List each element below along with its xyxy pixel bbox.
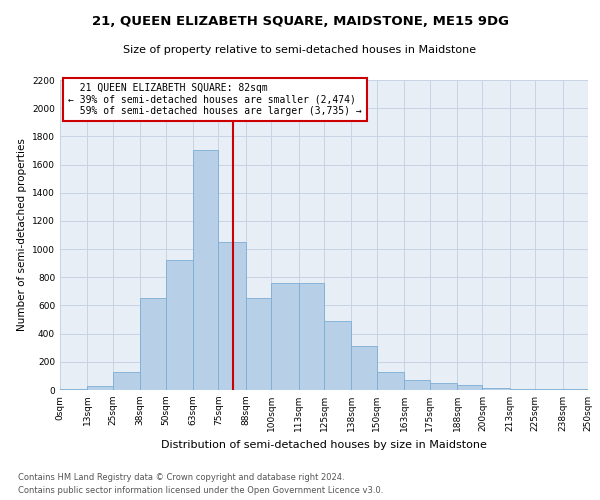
Y-axis label: Number of semi-detached properties: Number of semi-detached properties	[17, 138, 26, 332]
Bar	[430, 383, 457, 390]
Text: Size of property relative to semi-detached houses in Maidstone: Size of property relative to semi-detach…	[124, 45, 476, 55]
Bar	[377, 372, 404, 390]
Bar	[246, 298, 271, 390]
Bar	[88, 386, 113, 390]
Bar	[271, 283, 299, 390]
Text: Contains public sector information licensed under the Open Government Licence v3: Contains public sector information licen…	[18, 486, 383, 495]
X-axis label: Distribution of semi-detached houses by size in Maidstone: Distribution of semi-detached houses by …	[161, 440, 487, 450]
Text: Contains HM Land Registry data © Crown copyright and database right 2024.: Contains HM Land Registry data © Crown c…	[18, 474, 344, 482]
Text: 21, QUEEN ELIZABETH SQUARE, MAIDSTONE, ME15 9DG: 21, QUEEN ELIZABETH SQUARE, MAIDSTONE, M…	[91, 15, 509, 28]
Bar	[113, 372, 140, 390]
Bar	[299, 283, 324, 390]
Text: 21 QUEEN ELIZABETH SQUARE: 82sqm
← 39% of semi-detached houses are smaller (2,47: 21 QUEEN ELIZABETH SQUARE: 82sqm ← 39% o…	[68, 83, 362, 116]
Bar	[218, 242, 246, 390]
Bar	[482, 388, 510, 390]
Bar	[140, 298, 166, 390]
Bar	[352, 346, 377, 390]
Bar	[324, 321, 352, 390]
Bar	[166, 260, 193, 390]
Bar	[404, 380, 430, 390]
Bar	[193, 150, 218, 390]
Bar	[457, 385, 482, 390]
